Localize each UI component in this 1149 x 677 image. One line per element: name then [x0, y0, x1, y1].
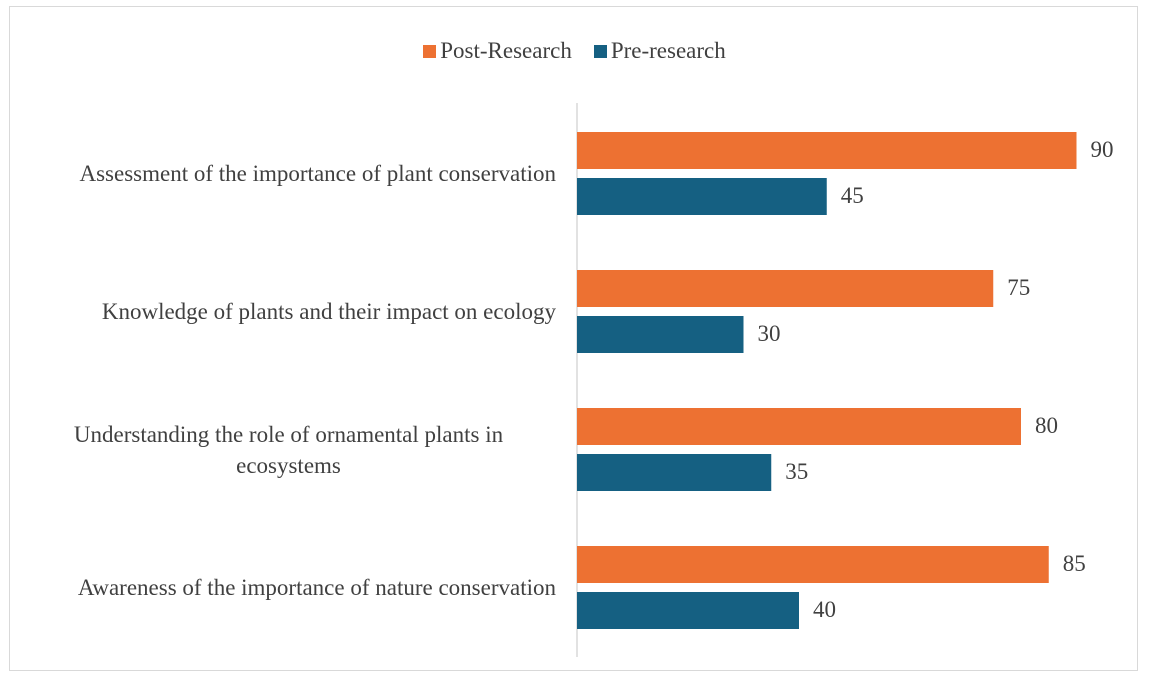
- bar: [577, 316, 744, 353]
- legend-swatch: [593, 44, 607, 58]
- category-label-box: Awareness of the importance of nature co…: [0, 548, 556, 628]
- category-label: Awareness of the importance of nature co…: [77, 575, 556, 600]
- bar: [577, 132, 1077, 169]
- legend-item: Pre-research: [593, 38, 726, 64]
- category-label: Assessment of the importance of plant co…: [79, 161, 557, 186]
- legend-swatch: [423, 44, 437, 58]
- value-label: 35: [785, 459, 808, 484]
- chart-frame: [9, 6, 1138, 671]
- legend-item: Post-Research: [423, 38, 572, 64]
- value-label: 90: [1091, 137, 1114, 162]
- value-label: 80: [1035, 413, 1058, 438]
- value-label: 75: [1007, 275, 1030, 300]
- bar: [577, 454, 772, 491]
- bar: [577, 546, 1049, 583]
- legend-label: Pre-research: [610, 38, 726, 63]
- legend-label: Post-Research: [440, 38, 572, 63]
- legend: Post-Research Pre-research: [0, 38, 1149, 64]
- category-label-box: Assessment of the importance of plant co…: [0, 134, 557, 214]
- bar: [577, 270, 994, 307]
- value-label: 40: [813, 597, 836, 622]
- category-label-box: Understanding the role of ornamental pla…: [0, 410, 556, 490]
- category-label-box: Knowledge of plants and their impact on …: [0, 272, 556, 352]
- value-label: 45: [841, 183, 864, 208]
- category-label: Knowledge of plants and their impact on …: [101, 299, 556, 324]
- bar: [577, 592, 799, 629]
- bar: [577, 408, 1021, 445]
- category-label: Understanding the role of ornamental pla…: [73, 421, 504, 478]
- value-label: 85: [1063, 551, 1086, 576]
- value-label: 30: [758, 321, 781, 346]
- bar: [577, 178, 827, 215]
